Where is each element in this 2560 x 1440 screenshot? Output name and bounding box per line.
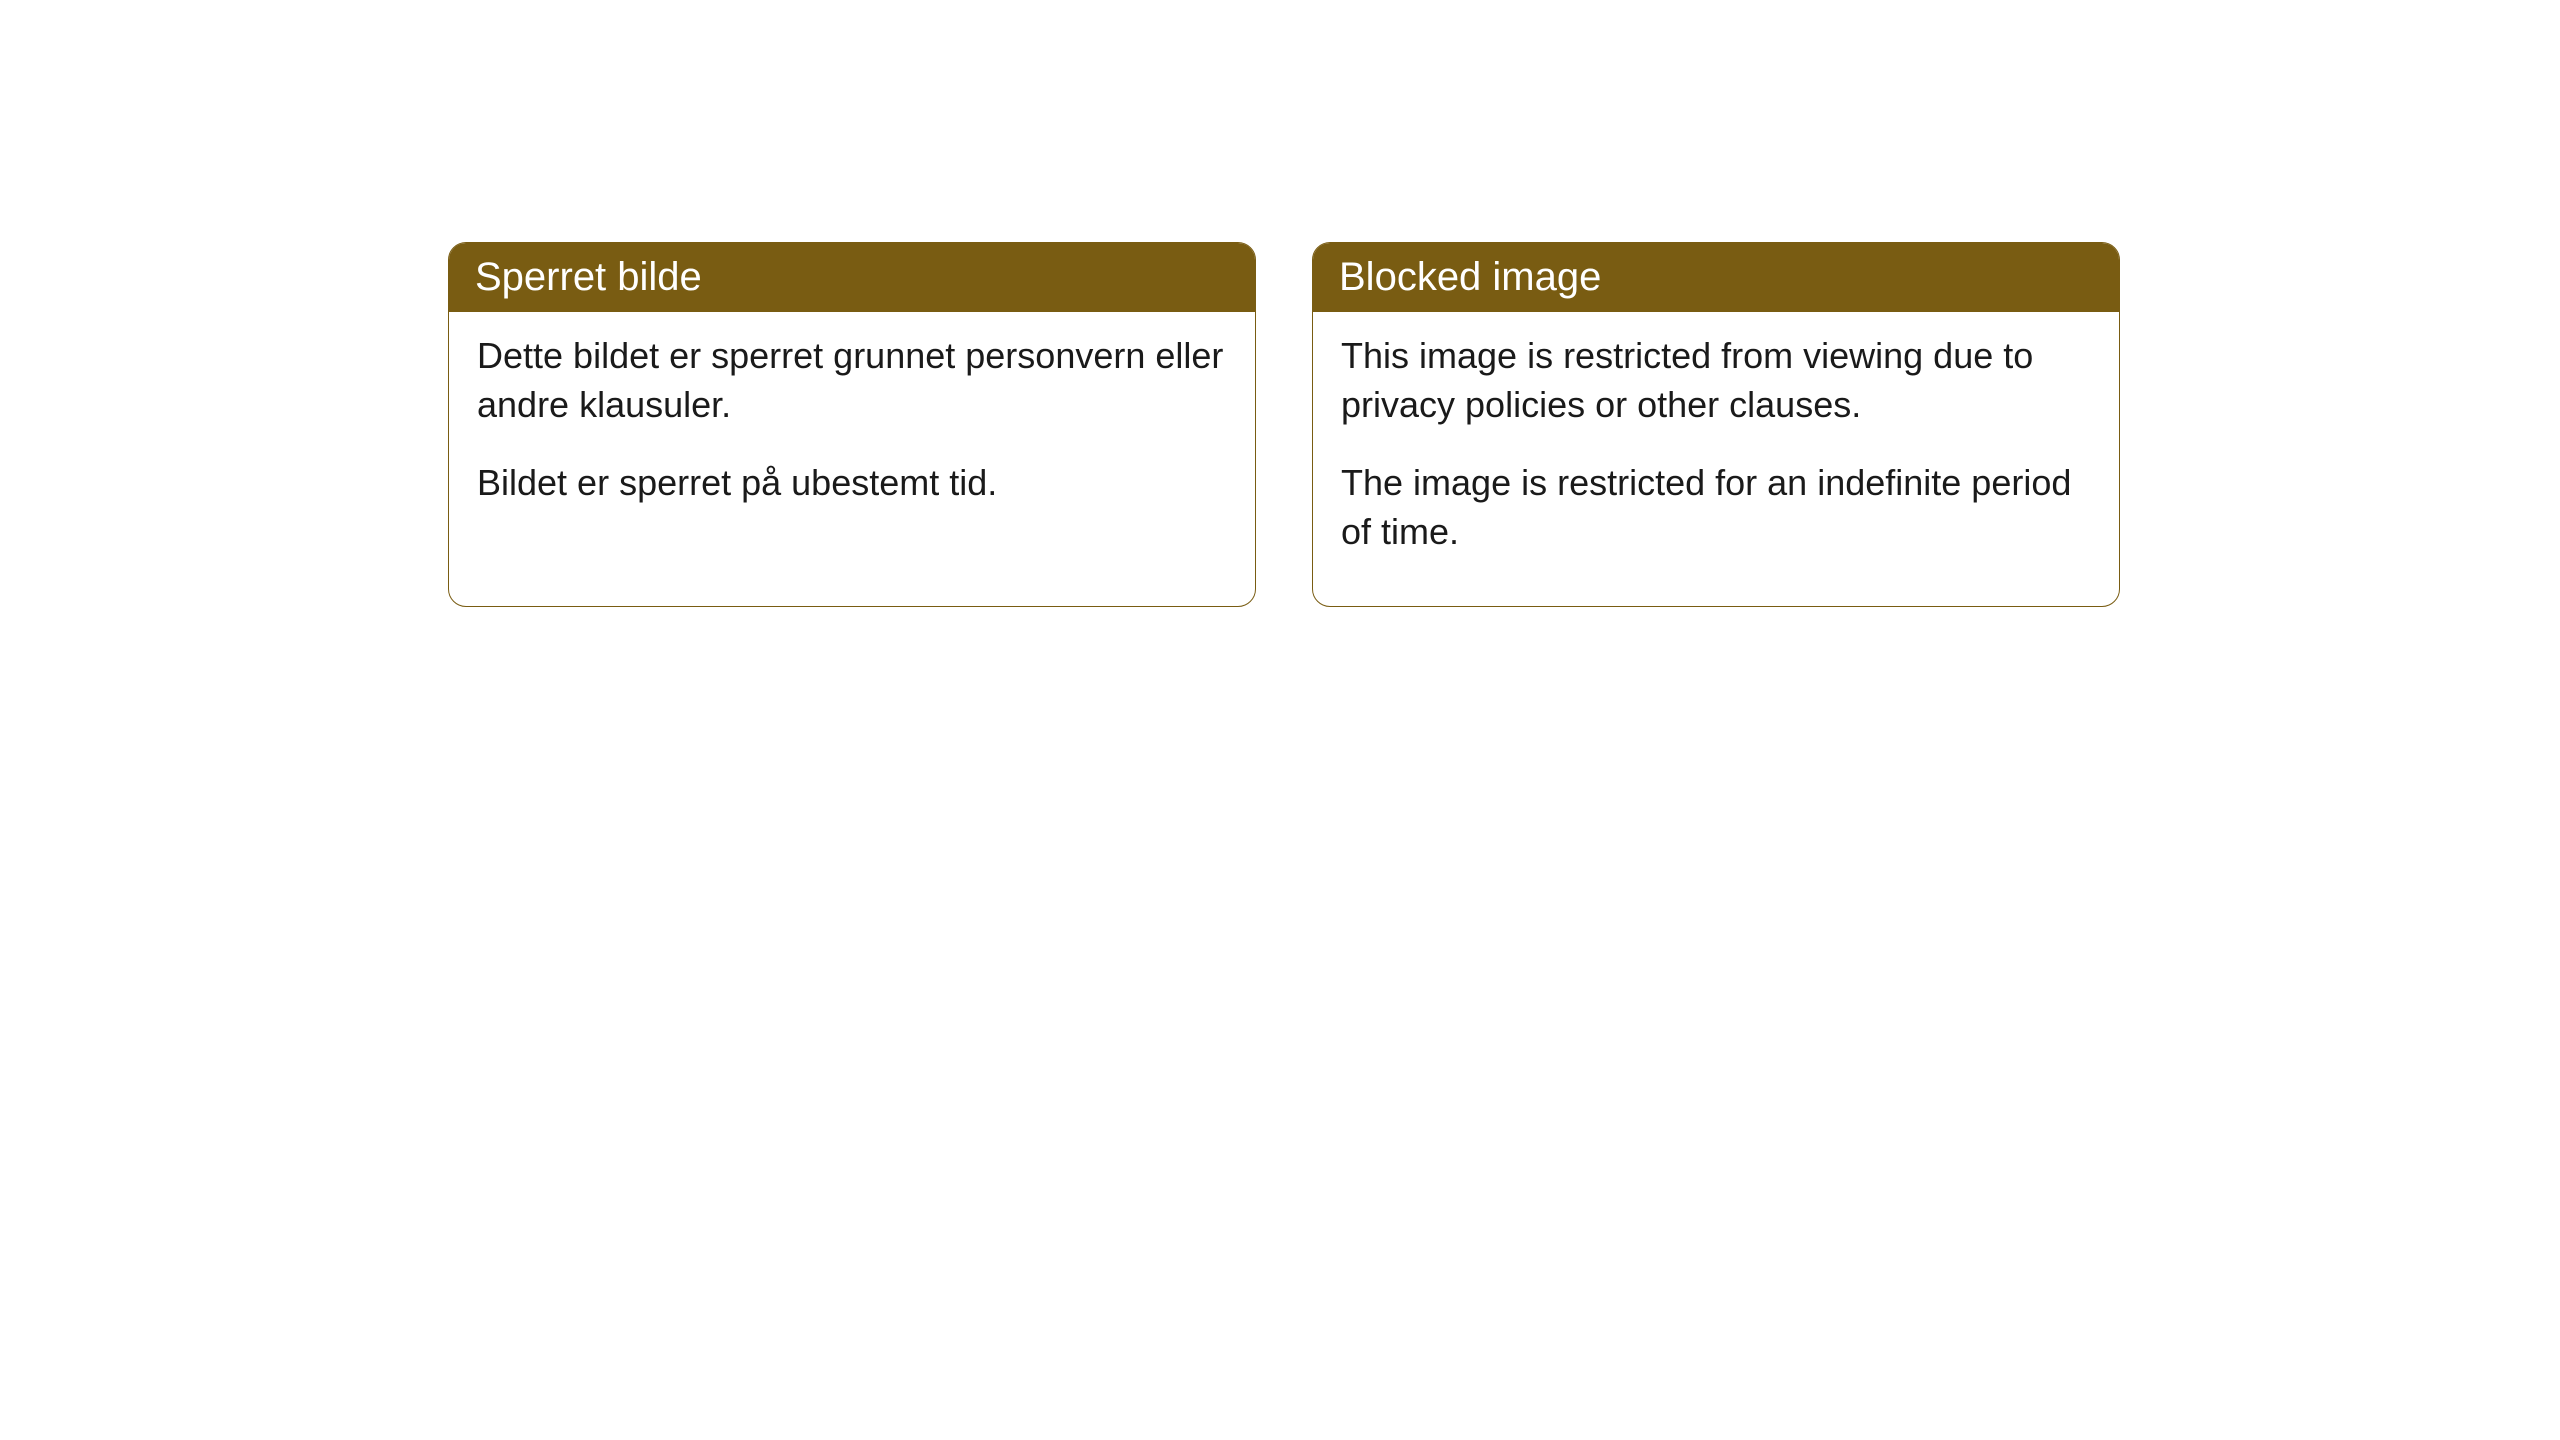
card-body-english: This image is restricted from viewing du… [1313, 312, 2119, 606]
card-paragraph-2-norwegian: Bildet er sperret på ubestemt tid. [477, 459, 1227, 508]
card-paragraph-2-english: The image is restricted for an indefinit… [1341, 459, 2091, 556]
card-paragraph-1-english: This image is restricted from viewing du… [1341, 332, 2091, 429]
card-header-english: Blocked image [1313, 243, 2119, 312]
blocked-image-card-english: Blocked image This image is restricted f… [1312, 242, 2120, 607]
card-body-norwegian: Dette bildet er sperret grunnet personve… [449, 312, 1255, 558]
card-paragraph-1-norwegian: Dette bildet er sperret grunnet personve… [477, 332, 1227, 429]
cards-container: Sperret bilde Dette bildet er sperret gr… [448, 242, 2120, 607]
card-header-norwegian: Sperret bilde [449, 243, 1255, 312]
blocked-image-card-norwegian: Sperret bilde Dette bildet er sperret gr… [448, 242, 1256, 607]
